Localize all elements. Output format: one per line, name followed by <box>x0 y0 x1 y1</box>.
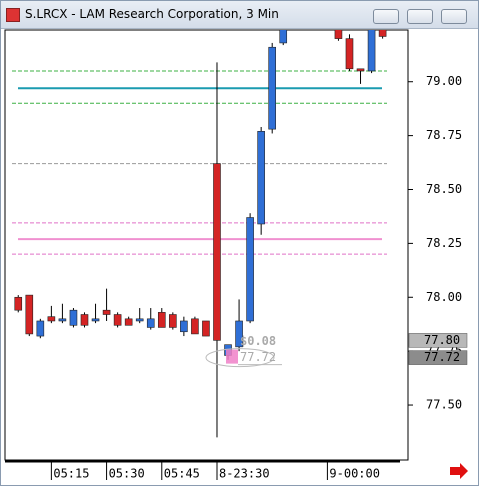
candle-body <box>180 320 188 333</box>
x-tick-label: 05:30 <box>109 467 145 481</box>
candle-body <box>80 314 89 326</box>
candle-body <box>157 312 166 328</box>
candle-body <box>124 318 133 326</box>
candle-body <box>135 318 144 322</box>
price-marker-label: 77.80 <box>424 333 460 347</box>
candle-body <box>345 38 354 70</box>
plot-frame <box>4 29 409 461</box>
annotation-ellipse <box>205 348 275 368</box>
x-tick-label: 8-23:30 <box>219 467 270 481</box>
candle-body <box>25 294 34 335</box>
x-tick-label: 05:45 <box>164 467 200 481</box>
scroll-arrow[interactable] <box>450 463 468 479</box>
candle-body <box>367 30 376 72</box>
annotation-label: $0.08 <box>240 334 276 348</box>
title-bar: S.LRCX - LAM Research Corporation, 3 Min <box>1 1 478 29</box>
y-tick-label: 77.50 <box>426 398 462 412</box>
annotation-label: 77.72 <box>240 350 276 364</box>
y-tick-label: 79.00 <box>426 74 462 88</box>
candle-body <box>47 316 56 322</box>
candle-body <box>246 217 254 322</box>
candle-body <box>169 314 177 328</box>
y-tick-label: 78.00 <box>426 290 462 304</box>
candle-body <box>279 30 288 44</box>
candle-body <box>356 68 365 72</box>
price-marker-box <box>408 333 468 348</box>
candle-body <box>191 318 199 335</box>
candle-body <box>69 309 78 326</box>
minimize-button[interactable] <box>373 9 399 24</box>
window-title: S.LRCX - LAM Research Corporation, 3 Min <box>25 7 279 21</box>
y-tick-label: 78.50 <box>426 182 462 196</box>
price-marker-box <box>408 350 468 365</box>
y-tick-label: 78.25 <box>426 236 462 250</box>
candle-body <box>113 314 122 326</box>
candle-body <box>268 46 276 130</box>
candle-body <box>334 30 343 39</box>
close-button[interactable] <box>441 9 467 24</box>
candle-body <box>102 309 111 315</box>
y-tick-label: 78.75 <box>426 128 462 142</box>
candle-body <box>213 163 221 341</box>
candle-body <box>58 318 67 322</box>
candle-body <box>257 131 265 225</box>
app-icon <box>6 8 20 22</box>
x-tick-label: 05:15 <box>53 467 89 481</box>
price-marker-label: 77.72 <box>424 350 460 364</box>
candle-body <box>378 30 387 37</box>
order-marker <box>226 349 238 364</box>
candle-body <box>146 318 155 328</box>
candle-body <box>91 318 100 322</box>
candle-body <box>235 320 243 348</box>
candle-body <box>14 296 23 311</box>
candle-body <box>36 320 45 337</box>
maximize-button[interactable] <box>407 9 433 24</box>
x-tick-label: 9-00:00 <box>329 467 380 481</box>
candle-body <box>202 320 210 337</box>
